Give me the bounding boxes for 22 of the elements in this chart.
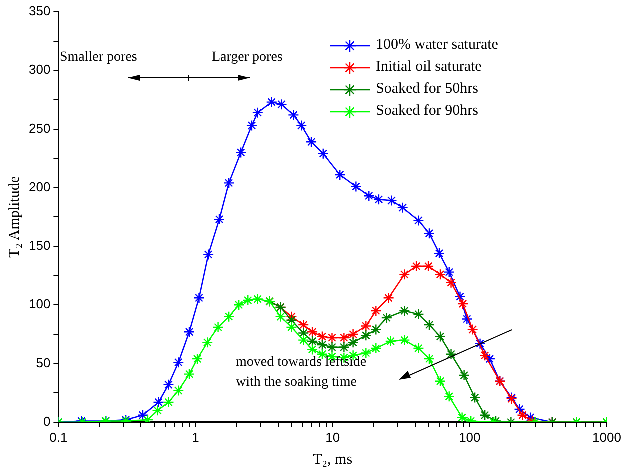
x-axis-title: T₂, ms [313, 452, 353, 468]
x-tick-label: 1000 [592, 430, 621, 445]
y-tick-label: 150 [28, 238, 51, 254]
annotation: moved towards leftside with the soaking time [236, 354, 368, 392]
x-tick-label: 0.1 [50, 430, 68, 445]
annotation: Larger pores [212, 49, 283, 67]
y-tick-label: 0 [43, 414, 51, 429]
y-tick-label: 350 [28, 4, 51, 19]
y-tick-label: 300 [28, 62, 51, 78]
y-tick-label: 50 [36, 355, 51, 370]
x-tick-label: 100 [459, 430, 481, 445]
legend-label: Soaked for 90hrs [376, 103, 478, 119]
legend-label: 100% water saturate [376, 37, 498, 53]
legend-label: Initial oil saturate [376, 59, 482, 75]
y-axis-title: T₂ Amplitude [6, 176, 23, 258]
y-tick-label: 200 [28, 179, 51, 194]
x-tick-label: 10 [326, 430, 340, 445]
annotation: Smaller pores [60, 49, 138, 67]
legend-label: Soaked for 50hrs [376, 81, 478, 97]
y-tick-label: 250 [28, 120, 51, 136]
x-tick-label: 1 [192, 430, 200, 445]
y-tick-label: 100 [28, 296, 51, 312]
